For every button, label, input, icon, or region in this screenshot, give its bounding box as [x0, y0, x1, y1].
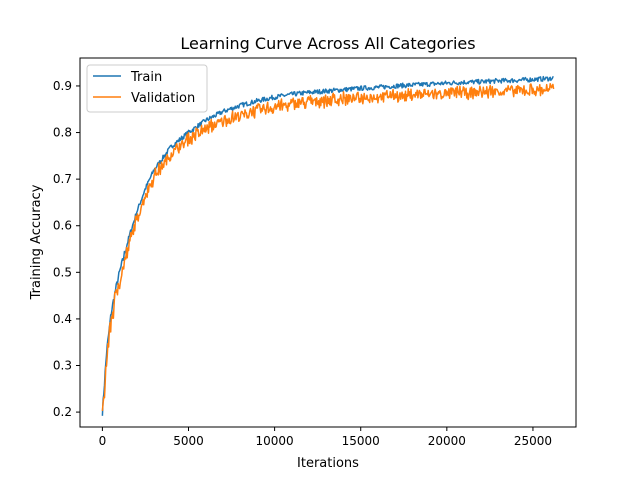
y-tick-label: 0.5 [53, 265, 72, 279]
chart-title: Learning Curve Across All Categories [180, 34, 475, 53]
legend-label-train: Train [130, 70, 162, 85]
legend: Train Validation [86, 64, 208, 113]
y-tick-label: 0.2 [53, 405, 72, 419]
series-line-train [101, 75, 554, 416]
y-tick-label: 0.8 [53, 126, 72, 140]
y-tick-label: 0.4 [53, 312, 72, 326]
x-tick-label: 25000 [514, 434, 552, 448]
tick-layer: 0 5000 10000 15000 20000 25000 0.2 0.3 0.4 0.5 0.6… [53, 79, 552, 448]
y-tick-label: 0.3 [53, 359, 72, 373]
x-axis-label: Iterations [297, 456, 359, 471]
x-tick-label: 5000 [173, 434, 204, 448]
y-tick-label: 0.9 [53, 79, 72, 93]
x-tick-label: 10000 [256, 434, 294, 448]
y-axis-label: Training Accuracy [29, 184, 44, 300]
x-tick-label: 0 [99, 434, 107, 448]
x-tick-label: 15000 [342, 434, 380, 448]
plot-layer [101, 75, 555, 416]
y-tick-label: 0.6 [53, 219, 72, 233]
plot-frame [79, 57, 577, 428]
series-line-validation [101, 83, 555, 411]
y-tick-label: 0.7 [53, 172, 72, 186]
x-tick-label: 20000 [428, 434, 466, 448]
legend-label-validation: Validation [131, 91, 195, 106]
